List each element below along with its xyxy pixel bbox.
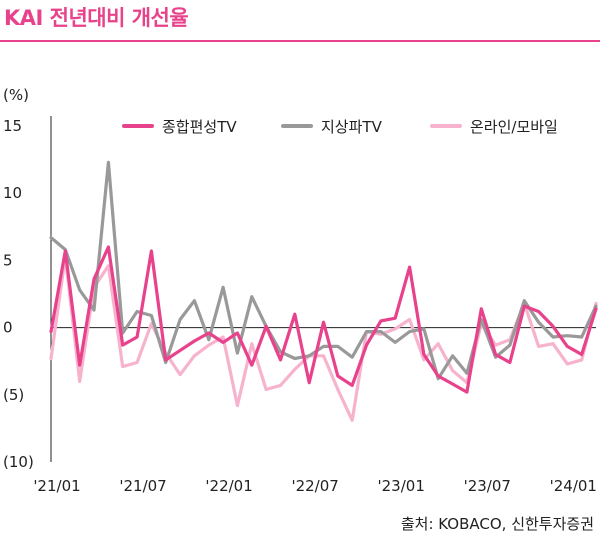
y-tick-label: (10) xyxy=(3,453,34,471)
series-line-2 xyxy=(49,254,598,422)
y-tick-label: 5 xyxy=(3,251,13,269)
x-tick-label: '23/07 xyxy=(464,477,511,495)
x-tick-label: '21/01 xyxy=(33,477,80,495)
legend-label: 온라인/모바일 xyxy=(470,118,558,136)
x-tick-label: '24/01 xyxy=(550,477,597,495)
chart-title: KAI 전년대비 개선율 xyxy=(4,6,189,30)
x-tick-label: '21/07 xyxy=(119,477,166,495)
x-tick-label: '23/01 xyxy=(378,477,425,495)
x-tick-label: '22/01 xyxy=(205,477,252,495)
series-line-0 xyxy=(49,245,598,394)
title-underline xyxy=(0,40,600,42)
legend-label: 종합편성TV xyxy=(162,118,237,136)
y-axis-unit-label: (%) xyxy=(3,86,29,104)
y-tick-label: 10 xyxy=(3,184,22,202)
y-tick-label: 0 xyxy=(3,319,13,337)
y-tick-label: 15 xyxy=(3,117,22,135)
legend-label: 지상파TV xyxy=(321,118,383,136)
y-tick-label: (5) xyxy=(3,386,24,404)
x-tick-label: '22/07 xyxy=(291,477,338,495)
source-note: 출처: KOBACO, 신한투자증권 xyxy=(400,515,594,533)
